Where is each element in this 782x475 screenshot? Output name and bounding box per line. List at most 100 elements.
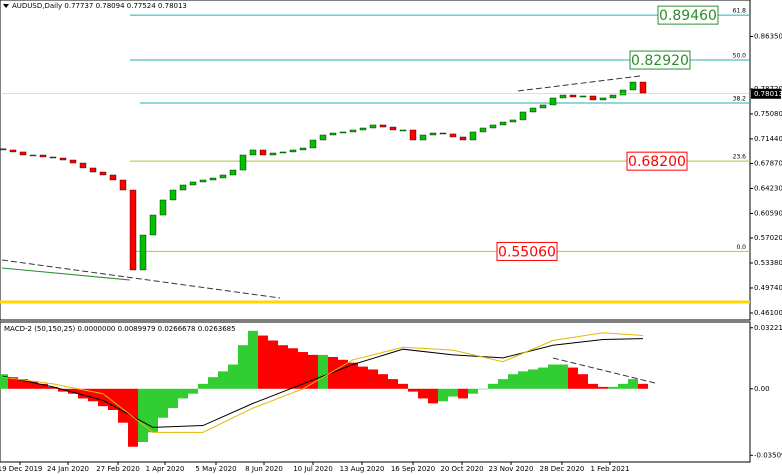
histogram-bar — [578, 374, 588, 389]
candle-body — [89, 167, 97, 173]
histogram-bar — [268, 340, 278, 389]
candle-body — [569, 94, 577, 98]
candle-body — [529, 107, 537, 113]
histogram-bar — [208, 377, 218, 389]
candle-body — [289, 149, 297, 153]
histogram-bar — [508, 374, 518, 389]
histogram-bar — [168, 388, 178, 409]
candle-body — [519, 111, 527, 121]
candle-body — [379, 124, 387, 128]
candle-body — [119, 179, 127, 191]
histogram-bar — [478, 388, 488, 390]
y-tick-label: 0.00 — [754, 385, 770, 393]
level-label: 0.82920 — [631, 53, 689, 69]
x-tick-label: 1 Apr 2020 — [146, 465, 185, 473]
candle-body — [509, 119, 517, 123]
histogram-bar — [318, 354, 328, 389]
histogram-bar — [358, 366, 368, 389]
candle-body — [9, 149, 17, 153]
candle-body — [609, 94, 617, 99]
x-tick-label: 10 Jul 2020 — [293, 465, 333, 473]
menu-arrow — [3, 4, 9, 8]
histogram-bar — [618, 383, 628, 389]
candle-body — [449, 133, 457, 138]
candle-body — [179, 184, 187, 191]
candle-body — [539, 104, 547, 109]
candle-body — [479, 127, 487, 133]
candle-body — [189, 181, 197, 186]
candle-body — [309, 139, 317, 149]
histogram-bar — [328, 356, 338, 389]
histogram-bar — [248, 330, 258, 389]
trend-line — [517, 75, 641, 92]
candle-body — [489, 124, 497, 129]
candle-body — [259, 149, 267, 156]
macd-title: MACD-2 (50,150,25) 0.0000000 0.0089979 0… — [4, 325, 236, 333]
x-tick-label: 23 Nov 2020 — [489, 465, 534, 473]
x-tick-label: 13 Aug 2020 — [340, 465, 385, 473]
trend-line — [1, 267, 131, 281]
histogram-bar — [28, 381, 38, 389]
histogram-bar — [558, 364, 568, 389]
histogram-bar — [158, 388, 168, 418]
candle-body — [359, 127, 367, 131]
candle-body — [639, 81, 647, 94]
histogram-bar — [398, 383, 408, 389]
histogram-bar — [18, 379, 28, 389]
candle-body — [249, 149, 257, 156]
histogram-bar — [458, 388, 468, 399]
histogram-bar — [278, 345, 288, 389]
histogram-bar — [588, 383, 598, 389]
histogram-bar — [218, 371, 228, 389]
candle-body — [229, 169, 237, 176]
histogram-bar — [178, 388, 188, 399]
histogram-bar — [538, 367, 548, 389]
level-label: 0.89460 — [659, 8, 717, 24]
y-tick-label: 0.71440 — [754, 135, 782, 143]
candle-body — [79, 162, 87, 169]
y-tick-label: 0.60590 — [754, 209, 782, 217]
candle-body — [619, 89, 627, 96]
histogram-bar — [378, 374, 388, 389]
histogram-bar — [468, 388, 478, 394]
candle-body — [69, 159, 77, 164]
candle-body — [559, 94, 567, 99]
histogram-bar — [428, 388, 438, 404]
x-tick-label: 8 Jun 2020 — [245, 465, 283, 473]
candle-body — [389, 126, 397, 131]
level-box — [496, 241, 558, 261]
candle-body — [129, 189, 137, 271]
histogram-bar — [298, 352, 308, 389]
histogram-bar — [488, 383, 498, 389]
x-tick-label: 19 Dec 2019 — [0, 465, 42, 473]
macd-line — [2, 332, 644, 433]
candle-body — [599, 97, 607, 101]
histogram-bar — [528, 369, 538, 389]
candle-body — [19, 151, 27, 156]
candle-body — [39, 154, 47, 158]
histogram-bar — [258, 335, 268, 389]
candle-body — [469, 131, 477, 141]
candle-body — [299, 147, 307, 151]
histogram-bar — [128, 388, 138, 447]
candle-body — [549, 97, 557, 106]
candle-body — [0, 148, 7, 151]
candle-body — [239, 154, 247, 171]
histogram-bar — [38, 383, 48, 389]
histogram-bar — [608, 386, 618, 389]
candle-body — [589, 95, 597, 101]
candle-body — [579, 95, 587, 98]
histogram-bar — [8, 377, 18, 389]
current-price-box — [751, 88, 781, 99]
candle-body — [459, 136, 467, 141]
fib-ratio: 0.0 — [736, 244, 746, 251]
candle-body — [369, 124, 377, 129]
x-tick-label: 20 Oct 2020 — [440, 465, 483, 473]
histogram-bar — [108, 388, 118, 410]
x-tick-label: 28 Dec 2020 — [540, 465, 585, 473]
candle-body — [319, 134, 327, 141]
histogram-bar — [498, 379, 508, 389]
histogram-bar — [238, 345, 248, 389]
y-tick-label: 0.46100 — [754, 309, 782, 317]
